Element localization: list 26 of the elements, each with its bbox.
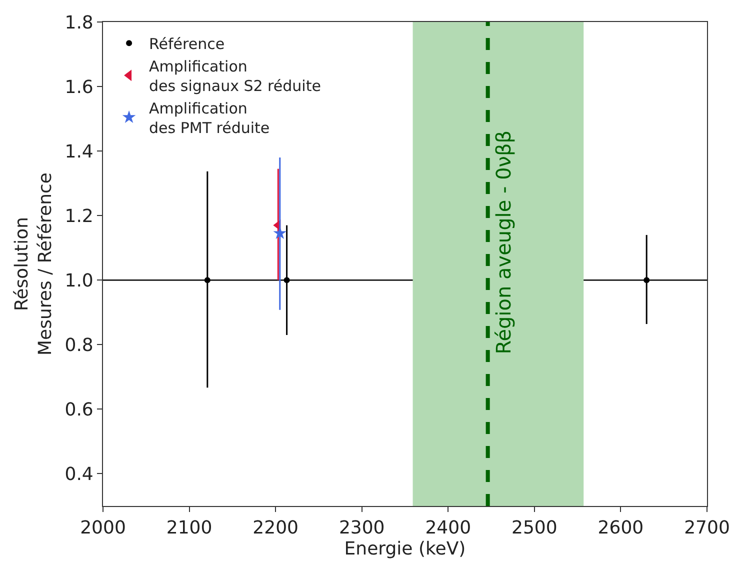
legend-label: Amplification des signaux S2 réduite bbox=[149, 57, 321, 95]
point bbox=[273, 226, 287, 240]
x-tick-label: 2300 bbox=[338, 518, 385, 539]
ref-line-label: Région aveugle - 0νββ bbox=[491, 130, 516, 354]
point bbox=[204, 277, 210, 284]
legend-label: Amplification des PMT réduite bbox=[149, 99, 270, 137]
y-tick-label: 0.4 bbox=[64, 464, 94, 486]
y-axis-title: Résolution Mesures / Référence bbox=[12, 172, 56, 356]
y-tick-label: 1.4 bbox=[64, 141, 94, 162]
y-tick-label: 1.2 bbox=[64, 206, 94, 227]
legend-label: Référence bbox=[149, 34, 225, 53]
x-tick-label: 2100 bbox=[166, 518, 212, 539]
y-tick-label: 0.8 bbox=[64, 334, 94, 356]
y-tick-label: 1.0 bbox=[64, 270, 94, 292]
x-tick-label: 2600 bbox=[598, 518, 644, 539]
y-tick-label: 0.6 bbox=[64, 400, 94, 420]
x-tick-label: 2500 bbox=[512, 518, 558, 539]
x-tick-label: 2000 bbox=[80, 518, 126, 539]
x-tick-label: 2700 bbox=[684, 518, 730, 539]
y-tick-label: 1.8 bbox=[64, 12, 94, 34]
y-tick-label: 1.6 bbox=[64, 76, 94, 98]
x-tick-label: 2400 bbox=[425, 518, 472, 539]
point bbox=[644, 277, 650, 284]
x-axis-title: Energie (keV) bbox=[344, 538, 466, 560]
x-tick-label: 2200 bbox=[252, 518, 298, 539]
point bbox=[284, 277, 290, 284]
